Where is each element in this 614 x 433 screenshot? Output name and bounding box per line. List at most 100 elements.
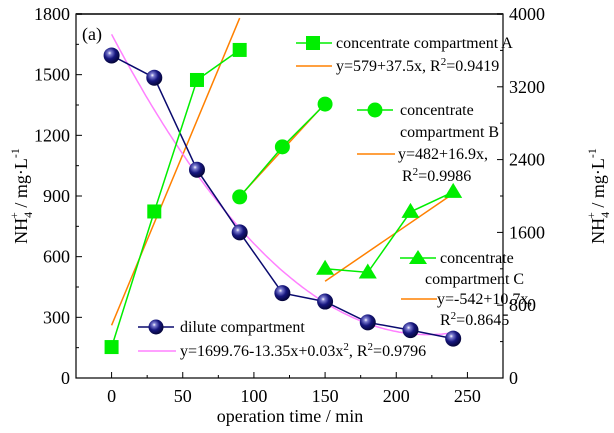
ylabel-unit: / mg·L	[11, 158, 31, 212]
y-left-tick-label: 1200	[34, 125, 70, 145]
data-point-dilute-compartment	[317, 293, 334, 310]
data-point-dilute-compartment	[146, 69, 163, 86]
x-tick-label: 50	[174, 386, 192, 406]
legend-a-square-marker	[306, 36, 320, 50]
x-tick-label: 250	[454, 386, 481, 406]
y-left-tick-label: 1500	[34, 65, 70, 85]
y-right-tick-label: 3200	[509, 77, 545, 97]
ylabel-sup-plus: +	[7, 212, 21, 219]
data-point-concentrate-compartment-b	[317, 96, 333, 112]
legend-c-triangle-marker	[409, 250, 427, 264]
data-point-concentrate-compartment-c	[444, 182, 463, 198]
legend-a-fit-label: y=579+37.5x, R2=0.9419	[336, 56, 499, 75]
y-right-tick-label: 0	[509, 368, 518, 388]
series-line-concentrate-compartment-a	[110, 49, 241, 348]
data-point-concentrate-compartment-a	[189, 72, 204, 87]
data-point-dilute-compartment	[103, 47, 120, 64]
legend-dilute-fit-end: =0.9796	[373, 343, 426, 360]
fit-curve-dilute	[110, 33, 454, 336]
x-axis-title: operation time / min	[217, 406, 363, 426]
legend-dilute-fit-sup-x: 2	[343, 341, 349, 353]
legend-entry-a-fit: y=579+37.5x, R2=0.9419	[296, 56, 499, 75]
legend-dilute-fit-tail: , R	[349, 343, 368, 360]
data-point-dilute-compartment	[445, 330, 462, 347]
legend-b-fit-r: R	[402, 168, 413, 185]
legend-c-label-1: concentrate	[440, 250, 514, 267]
markers	[103, 42, 463, 355]
ylabel-nh: NH	[11, 218, 31, 244]
x-tick-label: 100	[240, 386, 267, 406]
legend-b-label-1: concentrate	[400, 102, 474, 119]
data-point-dilute-compartment	[359, 314, 376, 331]
series-line-concentrate-compartment-c	[325, 191, 454, 274]
legend-a-label: concentrate compartment A	[336, 35, 513, 52]
legend-entry-c: concentrate compartment C	[400, 250, 524, 288]
legend-c-fit-sup: 2	[451, 310, 457, 322]
y-right-tick-label: 2400	[509, 150, 545, 170]
y-right-tick-label: 1600	[509, 222, 545, 242]
ylabel-right-sub4: 4	[598, 212, 612, 218]
legend-entry-b-fit: y=482+16.9x, R2=0.9986	[357, 146, 488, 185]
fit-line-fit-c	[324, 193, 454, 282]
legend-c-fit-label-1: y=-542+10.7x,	[437, 291, 532, 308]
legend-b-fit-sup: 2	[413, 166, 419, 178]
ylabel-right-unit: / mg·L	[588, 158, 608, 212]
x-tick-label: 200	[383, 386, 410, 406]
y-left-tick-label: 1800	[34, 4, 70, 24]
legend-dilute-label: dilute compartment	[180, 319, 305, 336]
legend-dilute-fit-text: y=1699.76-13.35x+0.03x	[180, 343, 343, 360]
legend-c-fit-end: =0.8645	[456, 312, 509, 329]
data-point-dilute-compartment	[188, 161, 205, 178]
legend-b-fit-label-2: R2=0.9986	[402, 166, 471, 185]
legend-c-fit-r: R	[440, 312, 451, 329]
legend-entry-dilute-fit: y=1699.76-13.35x+0.03x2, R2=0.9796	[138, 341, 426, 360]
ylabel-right-sup-plus: +	[584, 212, 598, 219]
ylabel-sup-neg1: -1	[8, 148, 22, 158]
y-right-tick-label: 800	[509, 295, 536, 315]
data-point-concentrate-compartment-a	[232, 42, 247, 57]
legend-entry-dilute: dilute compartment	[138, 319, 305, 336]
ylabel-sub4: 4	[21, 212, 35, 218]
y-axis-left: 0 300 600 900 1200 1500 1800	[34, 4, 82, 388]
data-point-concentrate-compartment-b	[274, 139, 290, 155]
x-axis: 0 50 100 150 200 250	[107, 372, 481, 406]
y-left-tick-label: 900	[43, 186, 70, 206]
data-point-concentrate-compartment-c	[358, 263, 377, 279]
data-point-dilute-compartment	[231, 224, 248, 241]
legend-c-fit-label-2: R2=0.8645	[440, 310, 509, 329]
data-point-concentrate-compartment-c	[316, 259, 335, 275]
data-point-dilute-compartment	[402, 322, 419, 339]
fit-line-fit-a	[110, 17, 241, 326]
y-axis-right: 0 800 1600 2400 3200 4000	[497, 4, 545, 388]
y-axis-left-title: NH4+ / mg·L-1	[7, 148, 35, 244]
panel-label: (a)	[82, 24, 102, 45]
legend-dilute-fit-label: y=1699.76-13.35x+0.03x2, R2=0.9796	[180, 341, 426, 360]
y-left-tick-label: 600	[43, 247, 70, 267]
y-right-tick-label: 4000	[509, 4, 545, 24]
data-point-concentrate-compartment-a	[147, 204, 162, 219]
data-point-concentrate-compartment-b	[232, 189, 248, 205]
legend-entry-c-fit: y=-542+10.7x, R2=0.8645	[401, 291, 532, 329]
legend-b-fit-label-1: y=482+16.9x,	[398, 146, 488, 163]
data-point-dilute-compartment	[274, 285, 291, 302]
legend-c-label-2: compartment C	[425, 271, 524, 288]
ylabel-right-sup-neg1: -1	[585, 148, 599, 158]
legend-dilute-sphere-marker	[148, 319, 164, 335]
legend-b-label-2: compartment B	[400, 124, 499, 141]
y-left-tick-label: 0	[61, 368, 70, 388]
legend-entry-a: concentrate compartment A	[296, 35, 513, 52]
legend-a-fit-end: =0.9419	[446, 58, 499, 75]
series-lines	[110, 49, 454, 348]
legend-a-fit-sup: 2	[441, 56, 447, 68]
data-point-concentrate-compartment-c	[401, 202, 420, 218]
ylabel-right-nh: NH	[588, 218, 608, 244]
legend-b-fit-end: =0.9986	[418, 168, 471, 185]
legend-dilute-fit-sup-r: 2	[368, 341, 374, 353]
legend-b-circle-marker	[367, 102, 383, 118]
x-tick-label: 150	[312, 386, 339, 406]
legend-a-fit-text: y=579+37.5x, R	[336, 58, 441, 75]
x-tick-label: 0	[107, 386, 116, 406]
data-point-concentrate-compartment-a	[104, 340, 119, 355]
y-axis-right-title: NH4+ / mg·L-1	[584, 148, 612, 244]
